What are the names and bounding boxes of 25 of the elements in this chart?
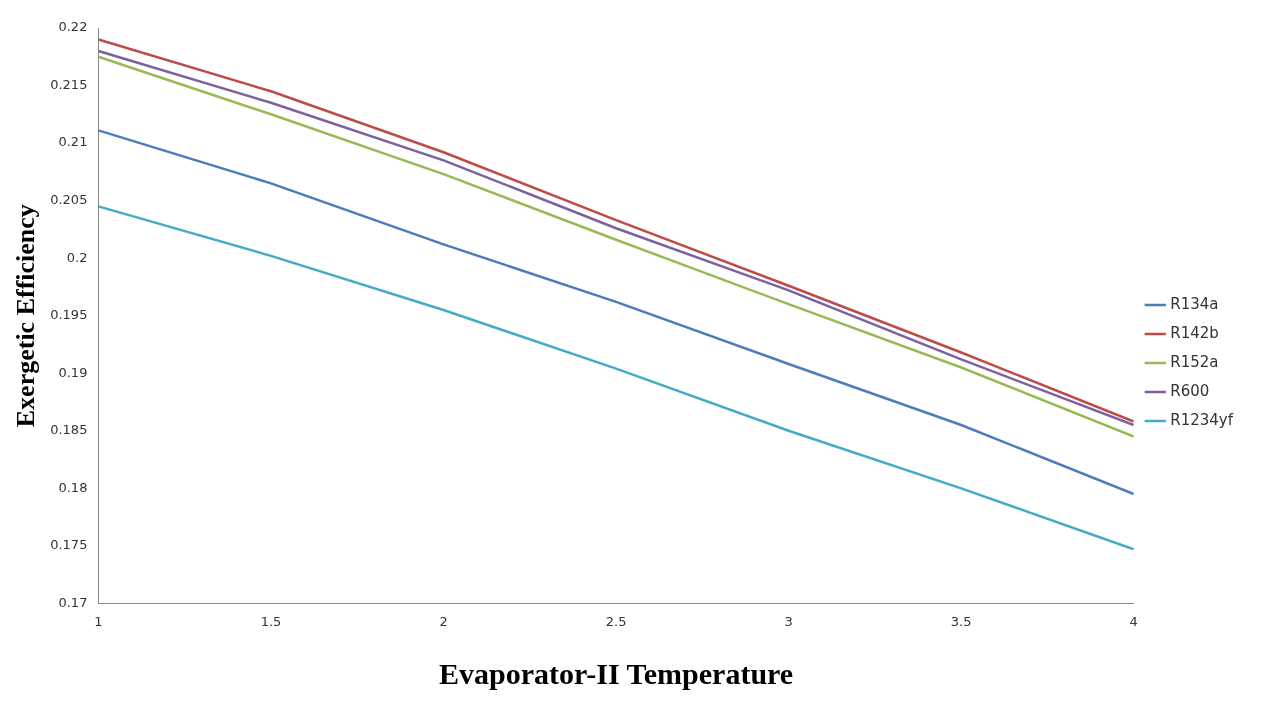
y-tick-label: 0.175 — [50, 537, 88, 553]
y-tick-label: 0.195 — [50, 307, 88, 323]
x-tick-label: 4 — [1129, 613, 1138, 629]
legend-label: R1234yf — [1170, 410, 1234, 429]
legend-label: R600 — [1170, 381, 1210, 400]
x-tick-label: 2.5 — [605, 613, 627, 629]
x-axis-title: Evaporator-II Temperature — [439, 656, 794, 690]
x-tick-label: 2 — [439, 613, 448, 629]
x-tick-label: 1.5 — [260, 613, 282, 629]
x-tick-label: 3 — [784, 613, 793, 629]
y-tick-label: 0.22 — [58, 19, 88, 35]
legend-label: R152a — [1170, 352, 1219, 371]
legend-label: R142b — [1170, 323, 1219, 342]
y-tick-label: 0.205 — [50, 191, 88, 207]
x-tick-label: 3.5 — [950, 613, 972, 629]
y-tick-label: 0.21 — [58, 134, 88, 150]
y-tick-label: 0.215 — [50, 76, 88, 92]
y-tick-label: 0.19 — [58, 364, 88, 380]
y-tick-label: 0.185 — [50, 422, 88, 438]
x-tick-label: 1 — [94, 613, 103, 629]
y-tick-label: 0.18 — [58, 479, 88, 495]
legend-label: R134a — [1170, 294, 1219, 313]
y-tick-label: 0.17 — [58, 594, 88, 610]
y-tick-label: 0.2 — [66, 249, 88, 265]
y-axis-title: Exergetic Efficiency — [11, 204, 41, 428]
